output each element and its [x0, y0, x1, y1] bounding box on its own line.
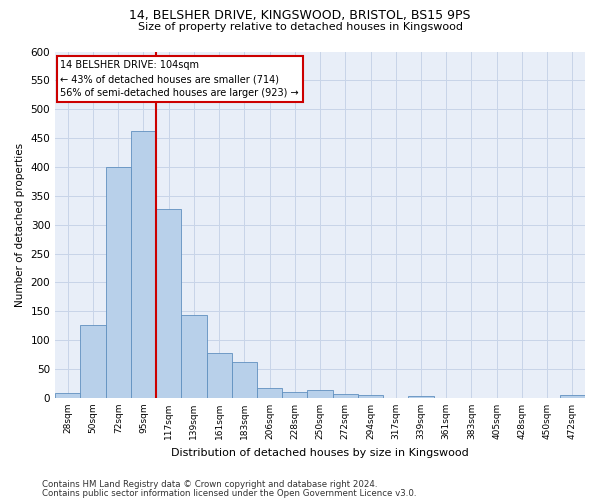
Bar [332, 394, 358, 398]
Bar [358, 395, 383, 398]
Bar [181, 316, 206, 398]
Text: 14, BELSHER DRIVE, KINGSWOOD, BRISTOL, BS15 9PS: 14, BELSHER DRIVE, KINGSWOOD, BRISTOL, B… [129, 9, 471, 22]
Bar [55, 394, 80, 398]
X-axis label: Distribution of detached houses by size in Kingswood: Distribution of detached houses by size … [171, 448, 469, 458]
Text: 14 BELSHER DRIVE: 104sqm
← 43% of detached houses are smaller (714)
56% of semi-: 14 BELSHER DRIVE: 104sqm ← 43% of detach… [61, 60, 299, 98]
Bar [232, 362, 257, 398]
Bar [156, 209, 181, 398]
Bar [282, 392, 307, 398]
Bar [206, 353, 232, 398]
Text: Size of property relative to detached houses in Kingswood: Size of property relative to detached ho… [137, 22, 463, 32]
Y-axis label: Number of detached properties: Number of detached properties [15, 142, 25, 307]
Bar [131, 130, 156, 398]
Bar [560, 395, 585, 398]
Bar [257, 388, 282, 398]
Bar [106, 167, 131, 398]
Bar [409, 396, 434, 398]
Bar [80, 324, 106, 398]
Bar [307, 390, 332, 398]
Text: Contains HM Land Registry data © Crown copyright and database right 2024.: Contains HM Land Registry data © Crown c… [42, 480, 377, 489]
Text: Contains public sector information licensed under the Open Government Licence v3: Contains public sector information licen… [42, 488, 416, 498]
